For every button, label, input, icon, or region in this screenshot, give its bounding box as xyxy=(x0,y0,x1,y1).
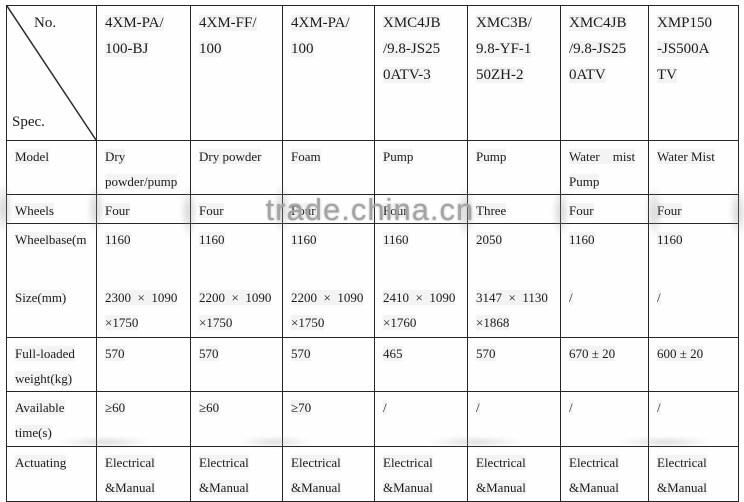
table-row-weight: Full-loaded weight(kg) 570 570 570 465 5… xyxy=(6,337,739,392)
cell: Electrical &Manual xyxy=(560,446,649,502)
cell: 1160 xyxy=(96,223,191,282)
row-label: Model xyxy=(6,140,97,195)
cell: Electrical &Manual xyxy=(282,446,375,502)
cell: Electrical &Manual xyxy=(374,446,468,502)
cell: / xyxy=(374,391,468,447)
cell: / xyxy=(560,391,649,447)
row-label: Available time(s) xyxy=(6,391,97,447)
row-label: Actuating xyxy=(6,446,97,502)
cell: Dry powder xyxy=(190,140,283,195)
column-header: 4XM-PA/ 100-BJ xyxy=(96,5,191,141)
table-row-actuating: Actuating Electrical &Manual Electrical … xyxy=(6,446,739,502)
cell: 465 xyxy=(374,337,468,392)
cell: Water mist Pump xyxy=(560,140,649,195)
row-label: Full-loaded weight(kg) xyxy=(6,337,97,392)
cell: / xyxy=(560,281,649,338)
cell: Pump xyxy=(374,140,468,195)
cell: 2200 × 1090 ×1750 xyxy=(282,281,375,338)
header-row: No. Spec. 4XM-PA/ 100-BJ 4XM-FF/ 100 4XM… xyxy=(6,5,739,141)
cell: Four xyxy=(96,194,191,224)
cell: 1160 xyxy=(374,223,468,282)
cell: 600 ± 20 xyxy=(648,337,739,392)
cell: ≥60 xyxy=(96,391,191,447)
corner-label-spec: Spec. xyxy=(12,114,45,130)
row-label: Wheels xyxy=(6,194,97,224)
cell: Four xyxy=(190,194,283,224)
row-label: Wheelbase(m xyxy=(6,223,97,282)
corner-cell-no-spec: No. Spec. xyxy=(6,5,97,141)
cell: Electrical &Manual xyxy=(190,446,283,502)
cell: 570 xyxy=(282,337,375,392)
spec-table: No. Spec. 4XM-PA/ 100-BJ 4XM-FF/ 100 4XM… xyxy=(6,5,739,502)
row-label: Size(mm) xyxy=(6,281,97,338)
cell: Foam xyxy=(282,140,375,195)
cell: / xyxy=(648,391,739,447)
table-row-wheels: Wheels Four Four Four Four Three Four Fo… xyxy=(6,194,739,224)
cell: ≥60 xyxy=(190,391,283,447)
table-row-wheelbase: Wheelbase(m 1160 1160 1160 1160 2050 116… xyxy=(6,223,739,282)
column-header: 4XM-FF/ 100 xyxy=(190,5,283,141)
cell: 2200 × 1090 ×1750 xyxy=(190,281,283,338)
cell: 570 xyxy=(96,337,191,392)
cell: 670 ± 20 xyxy=(560,337,649,392)
cell: 1160 xyxy=(190,223,283,282)
column-header: XMC4JB /9.8-JS25 0ATV xyxy=(560,5,649,141)
cell: 3147 × 1130 ×1868 xyxy=(467,281,561,338)
cell: Four xyxy=(648,194,739,224)
cell: Electrical &Manual xyxy=(96,446,191,502)
cell: 1160 xyxy=(282,223,375,282)
cell: 2050 xyxy=(467,223,561,282)
corner-label-no: No. xyxy=(34,15,57,31)
table-row-available-time: Available time(s) ≥60 ≥60 ≥70 / / / / xyxy=(6,391,739,447)
cell: 570 xyxy=(190,337,283,392)
column-header: XMC3B/ 9.8-YF-1 50ZH-2 xyxy=(467,5,561,141)
cell: Four xyxy=(560,194,649,224)
cell: / xyxy=(648,281,739,338)
cell: 2300 × 1090 ×1750 xyxy=(96,281,191,338)
column-header: 4XM-PA/ 100 xyxy=(282,5,375,141)
cell: Electrical &Manual xyxy=(467,446,561,502)
cell: 2410 × 1090 ×1760 xyxy=(374,281,468,338)
table-row-size: Size(mm) 2300 × 1090 ×1750 2200 × 1090 ×… xyxy=(6,281,739,338)
cell: Four xyxy=(282,194,375,224)
table-row-model: Model Dry powder/pump Dry powder Foam Pu… xyxy=(6,140,739,195)
cell: Four xyxy=(374,194,468,224)
cell: Three xyxy=(467,194,561,224)
cell: ≥70 xyxy=(282,391,375,447)
diagonal-line xyxy=(7,6,96,140)
cell: Water Mist xyxy=(648,140,739,195)
cell: / xyxy=(467,391,561,447)
cell: 1160 xyxy=(648,223,739,282)
cell: Dry powder/pump xyxy=(96,140,191,195)
cell: Electrical &Manual xyxy=(648,446,739,502)
column-header: XMC4JB /9.8-JS25 0ATV-3 xyxy=(374,5,468,141)
cell: 1160 xyxy=(560,223,649,282)
scanned-spec-table-page: No. Spec. 4XM-PA/ 100-BJ 4XM-FF/ 100 4XM… xyxy=(0,5,744,502)
column-header: XMP150 -JS500A TV xyxy=(648,5,739,141)
cell: 570 xyxy=(467,337,561,392)
cell: Pump xyxy=(467,140,561,195)
